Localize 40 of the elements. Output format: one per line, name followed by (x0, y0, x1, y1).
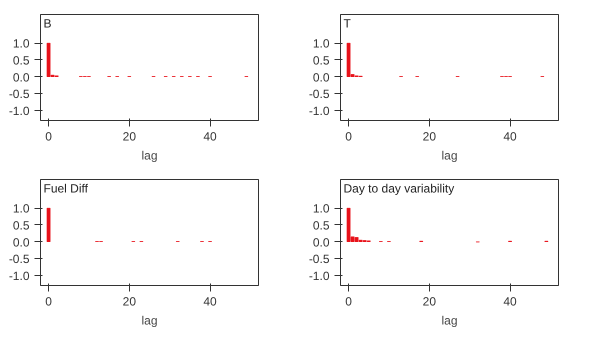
y-tick-label: 0.5 (12, 53, 30, 68)
x-axis-title: lag (441, 148, 458, 162)
x-tick-label: 20 (422, 294, 436, 308)
y-tick-label: 1.0 (312, 202, 330, 216)
y-tick-label: -1.0 (8, 104, 30, 118)
y-tick-label: 0.5 (312, 218, 330, 232)
x-tick-label: 20 (122, 130, 136, 144)
x-tick-label: 40 (503, 130, 518, 144)
x-axis-title: lag (141, 148, 158, 162)
y-tick-label: 0.5 (12, 218, 30, 232)
x-axis-title: lag (141, 314, 158, 328)
y-tick-label: 0.0 (312, 235, 330, 250)
y-tick-label: 1.0 (12, 36, 30, 51)
x-tick-label: 40 (203, 130, 218, 144)
x-axis-title: lag (441, 314, 458, 328)
y-tick-label: 0.0 (12, 235, 30, 250)
x-tick-label: 40 (503, 294, 518, 308)
x-tick-label: 0 (45, 294, 52, 308)
x-tick-label: 0 (345, 130, 352, 144)
y-tick-label: -0.5 (308, 87, 330, 102)
y-tick-label: -1.0 (8, 268, 30, 283)
chart-title: Fuel Diff (44, 182, 89, 196)
y-tick-label: -0.5 (8, 87, 30, 102)
chart-title: Day to day variability (344, 182, 454, 196)
chart-title: B (44, 16, 52, 30)
y-tick-label: -0.5 (308, 252, 330, 266)
y-tick-label: 0.5 (312, 53, 330, 68)
y-tick-label: -1.0 (308, 268, 330, 283)
y-tick-label: -0.5 (8, 252, 30, 266)
chart-title: T (344, 16, 352, 30)
x-tick-label: 0 (345, 294, 352, 308)
y-tick-label: 0.0 (12, 70, 30, 84)
y-tick-label: 1.0 (312, 36, 330, 51)
x-tick-label: 20 (122, 294, 136, 308)
y-tick-label: 0.0 (312, 70, 330, 84)
x-tick-label: 40 (203, 294, 218, 308)
y-tick-label: -1.0 (308, 104, 330, 118)
x-tick-label: 20 (422, 130, 436, 144)
x-tick-label: 0 (45, 130, 52, 144)
y-tick-label: 1.0 (12, 202, 30, 216)
